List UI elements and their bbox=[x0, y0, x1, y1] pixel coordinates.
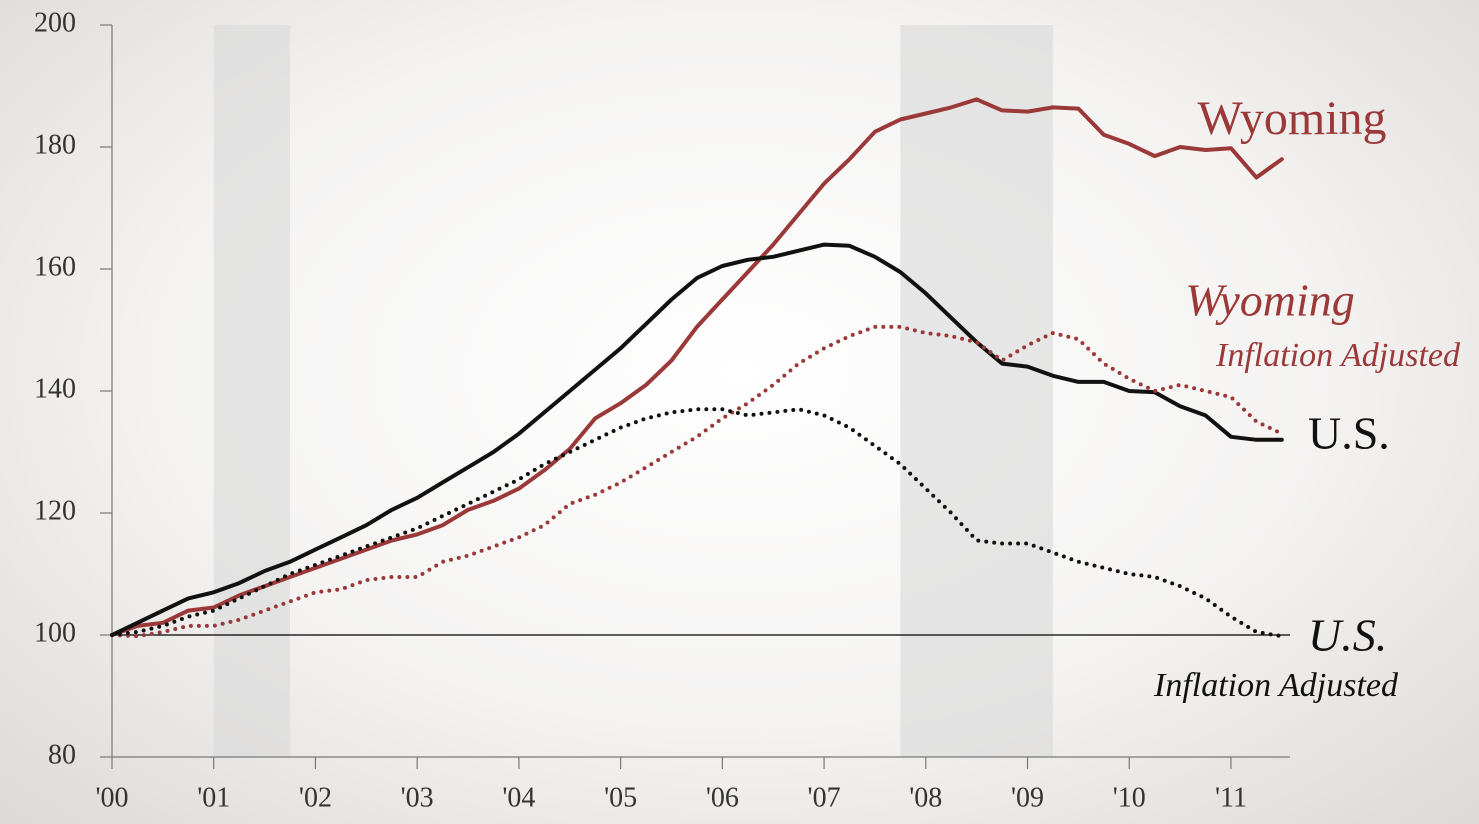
y-tick-label: 120 bbox=[34, 495, 76, 526]
series-label: Wyoming bbox=[1185, 275, 1355, 326]
x-tick-label: '10 bbox=[1113, 782, 1146, 813]
series-sublabel: Inflation Adjusted bbox=[1153, 667, 1399, 704]
x-tick-label: '03 bbox=[401, 782, 434, 813]
series-label: U.S. bbox=[1308, 610, 1387, 661]
x-tick-label: '07 bbox=[808, 782, 841, 813]
series-line bbox=[110, 242, 1284, 637]
x-tick-label: '09 bbox=[1011, 782, 1044, 813]
x-tick-label: '11 bbox=[1215, 782, 1247, 813]
x-tick-label: '06 bbox=[706, 782, 739, 813]
series-label: Wyoming bbox=[1197, 92, 1386, 145]
series-line bbox=[110, 324, 1284, 639]
x-tick-label: '05 bbox=[604, 782, 637, 813]
y-tick-label: 180 bbox=[34, 129, 76, 160]
shaded-range bbox=[213, 25, 291, 757]
x-tick-label: '00 bbox=[95, 782, 128, 813]
x-tick-label: '02 bbox=[299, 782, 332, 813]
series-line bbox=[110, 97, 1284, 637]
shaded-range bbox=[900, 25, 1053, 757]
x-tick-label: '04 bbox=[502, 782, 535, 813]
y-tick-label: 80 bbox=[48, 739, 76, 770]
y-tick-label: 200 bbox=[34, 7, 76, 38]
y-tick-label: 140 bbox=[34, 373, 76, 404]
series-sublabel: Inflation Adjusted bbox=[1215, 337, 1461, 374]
x-tick-label: '01 bbox=[197, 782, 230, 813]
x-tick-label: '08 bbox=[909, 782, 942, 813]
y-tick-label: 160 bbox=[34, 251, 76, 282]
series-label: U.S. bbox=[1308, 408, 1390, 459]
series-line bbox=[110, 407, 1284, 639]
y-tick-label: 100 bbox=[34, 617, 76, 648]
